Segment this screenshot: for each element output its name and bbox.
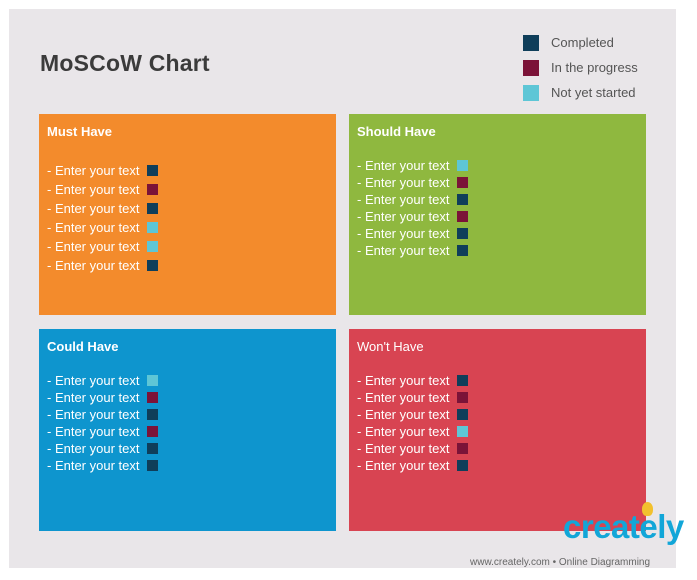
status-square-completed	[457, 460, 469, 471]
chart-title: MoSCoW Chart	[40, 50, 210, 76]
quadrant-could-have: Could Have - Enter your text - Enter your…	[39, 329, 336, 531]
legend-item-completed: Completed	[523, 30, 638, 55]
item-text[interactable]: - Enter your text	[357, 458, 450, 473]
quadrant-must-have: Must Have - Enter your text - Enter your …	[39, 114, 336, 315]
list-item: - Enter your text	[357, 191, 469, 208]
lightbulb-icon	[642, 502, 653, 516]
list-item: - Enter your text	[357, 225, 469, 242]
item-text[interactable]: - Enter your text	[357, 441, 450, 456]
item-text[interactable]: - Enter your text	[357, 373, 450, 388]
status-square-not-started	[457, 160, 469, 171]
item-list: - Enter your text - Enter your text - Ente…	[47, 161, 159, 275]
item-text[interactable]: - Enter your text	[47, 407, 140, 422]
legend-swatch-completed	[523, 34, 539, 51]
item-text[interactable]: - Enter your text	[357, 158, 450, 173]
item-text[interactable]: - Enter your text	[357, 407, 450, 422]
item-text[interactable]: - Enter your text	[357, 226, 450, 241]
item-text[interactable]: - Enter your text	[47, 390, 140, 405]
status-square-completed	[457, 375, 469, 386]
legend-swatch-not-started	[523, 84, 539, 101]
brand-tagline: www.creately.com • Online Diagramming	[470, 557, 651, 568]
legend-label: Not yet started	[551, 85, 636, 100]
item-text[interactable]: - Enter your text	[47, 458, 140, 473]
list-item: - Enter your text	[47, 161, 159, 180]
status-square-completed	[147, 443, 159, 454]
list-item: - Enter your text	[47, 406, 159, 423]
status-square-in-progress	[457, 443, 469, 454]
list-item: - Enter your text	[357, 208, 469, 225]
status-square-completed	[147, 203, 159, 214]
list-item: - Enter your text	[357, 157, 469, 174]
status-square-not-started	[457, 426, 469, 437]
quadrant-wont-have: Won't Have - Enter your text - Enter your…	[349, 329, 646, 531]
list-item: - Enter your text	[47, 237, 159, 256]
legend: Completed In the progress Not yet starte…	[523, 30, 638, 105]
legend-item-not-started: Not yet started	[523, 80, 638, 105]
list-item: - Enter your text	[357, 406, 469, 423]
item-text[interactable]: - Enter your text	[47, 201, 140, 216]
item-text[interactable]: - Enter your text	[47, 182, 140, 197]
status-square-completed	[147, 409, 159, 420]
status-square-completed	[457, 194, 469, 205]
item-text[interactable]: - Enter your text	[47, 373, 140, 388]
list-item: - Enter your text	[47, 389, 159, 406]
list-item: - Enter your text	[47, 199, 159, 218]
list-item: - Enter your text	[357, 389, 469, 406]
status-square-completed	[147, 460, 159, 471]
status-square-completed	[457, 245, 469, 256]
legend-label: In the progress	[551, 60, 638, 75]
status-square-completed	[457, 228, 469, 239]
item-text[interactable]: - Enter your text	[47, 239, 140, 254]
logo-text: creately	[563, 508, 684, 545]
item-text[interactable]: - Enter your text	[357, 390, 450, 405]
item-text[interactable]: - Enter your text	[357, 209, 450, 224]
item-text[interactable]: - Enter your text	[357, 175, 450, 190]
list-item: - Enter your text	[47, 457, 159, 474]
list-item: - Enter your text	[357, 440, 469, 457]
status-square-in-progress	[147, 184, 159, 195]
status-square-completed	[147, 165, 159, 176]
item-list: - Enter your text - Enter your text - Ente…	[47, 372, 159, 474]
status-square-in-progress	[457, 211, 469, 222]
item-text[interactable]: - Enter your text	[357, 424, 450, 439]
list-item: - Enter your text	[47, 218, 159, 237]
list-item: - Enter your text	[357, 174, 469, 191]
legend-item-in-progress: In the progress	[523, 55, 638, 80]
quadrant-title: Won't Have	[357, 339, 424, 354]
legend-label: Completed	[551, 35, 614, 50]
list-item: - Enter your text	[47, 440, 159, 457]
item-text[interactable]: - Enter your text	[47, 258, 140, 273]
list-item: - Enter your text	[357, 457, 469, 474]
item-text[interactable]: - Enter your text	[357, 192, 450, 207]
status-square-completed	[457, 409, 469, 420]
quadrant-title: Should Have	[357, 124, 436, 139]
quadrant-should-have: Should Have - Enter your text - Enter you…	[349, 114, 646, 315]
legend-swatch-in-progress	[523, 59, 539, 76]
status-square-in-progress	[147, 426, 159, 437]
list-item: - Enter your text	[357, 372, 469, 389]
list-item: - Enter your text	[357, 242, 469, 259]
item-list: - Enter your text - Enter your text - Ente…	[357, 372, 469, 474]
status-square-in-progress	[457, 177, 469, 188]
list-item: - Enter your text	[357, 423, 469, 440]
item-text[interactable]: - Enter your text	[357, 243, 450, 258]
list-item: - Enter your text	[47, 423, 159, 440]
item-list: - Enter your text - Enter your text - Ente…	[357, 157, 469, 259]
status-square-in-progress	[147, 392, 159, 403]
status-square-in-progress	[457, 392, 469, 403]
creately-logo: creately	[558, 502, 686, 556]
quadrant-title: Must Have	[47, 124, 113, 139]
item-text[interactable]: - Enter your text	[47, 441, 140, 456]
status-square-not-started	[147, 241, 159, 252]
status-square-not-started	[147, 222, 159, 233]
item-text[interactable]: - Enter your text	[47, 220, 140, 235]
status-square-not-started	[147, 375, 159, 386]
list-item: - Enter your text	[47, 256, 159, 275]
item-text[interactable]: - Enter your text	[47, 163, 140, 178]
quadrant-title: Could Have	[47, 339, 119, 354]
item-text[interactable]: - Enter your text	[47, 424, 140, 439]
status-square-completed	[147, 260, 159, 271]
list-item: - Enter your text	[47, 372, 159, 389]
list-item: - Enter your text	[47, 180, 159, 199]
